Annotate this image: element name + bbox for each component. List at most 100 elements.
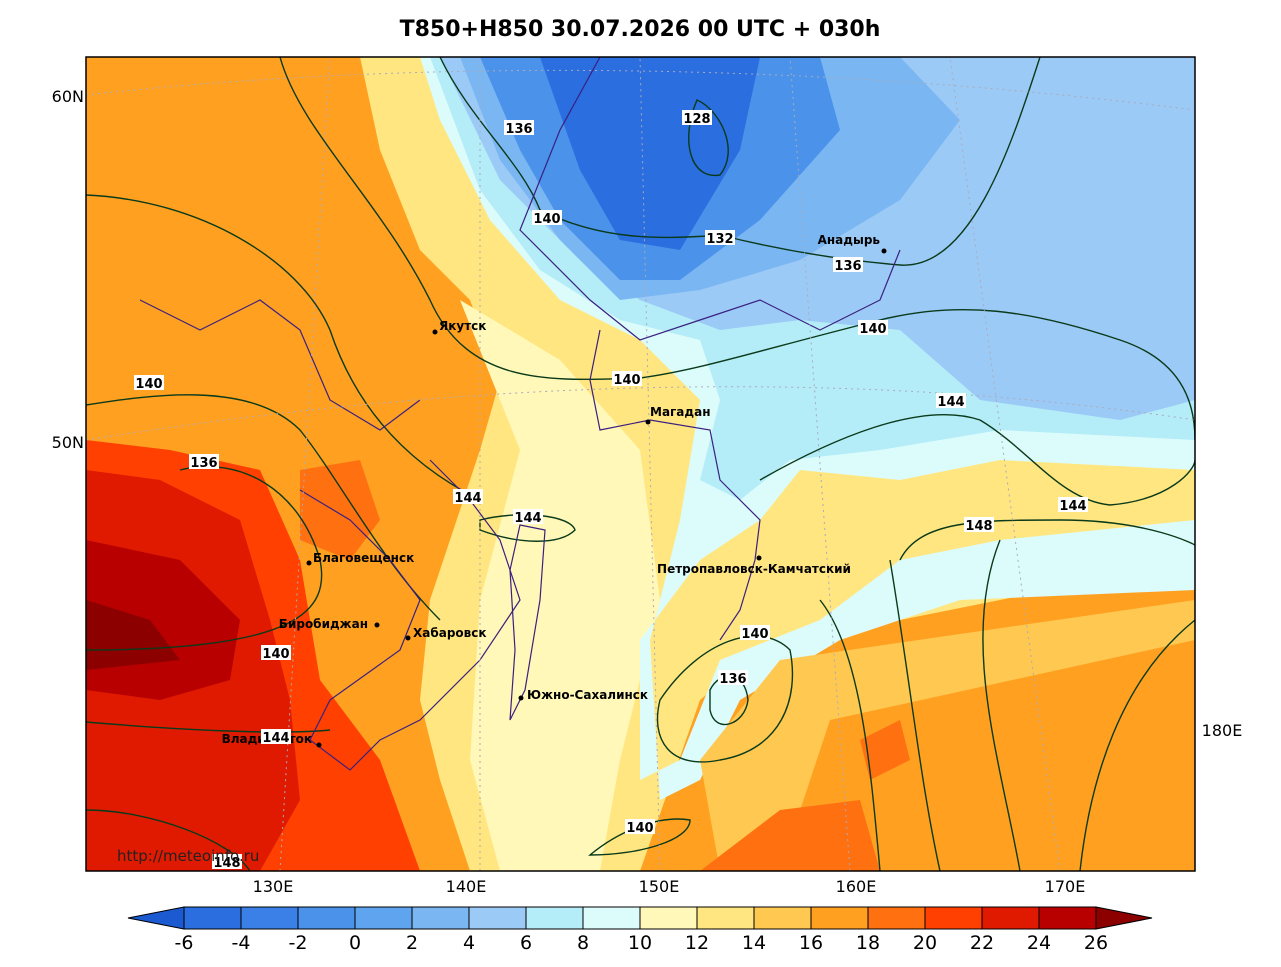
city-dot xyxy=(432,329,438,335)
colorbar-swatch xyxy=(468,906,527,930)
city-label: Биробиджан xyxy=(279,617,368,631)
city-dot xyxy=(306,560,312,566)
contour-label-bg xyxy=(1058,497,1088,512)
colorbar-swatch xyxy=(240,906,299,930)
contour-label-bg xyxy=(858,320,888,335)
city-label: Магадан xyxy=(650,405,711,419)
city-label: Якутск xyxy=(439,319,486,333)
lat-label: 60N xyxy=(52,87,84,106)
colorbar-tick-label: 12 xyxy=(685,932,709,954)
contour-label: 148 xyxy=(965,519,992,534)
contour-label-bg xyxy=(189,454,219,469)
colorbar-swatch xyxy=(867,906,926,930)
map-frame xyxy=(85,56,1196,872)
contour-label-bg xyxy=(833,257,863,272)
colorbar-tick-label: -4 xyxy=(232,932,251,954)
colorbar-swatch xyxy=(127,906,185,930)
colorbar-tick-label: 16 xyxy=(799,932,823,954)
colorbar-tick-label: 18 xyxy=(856,932,880,954)
contour-label: 132 xyxy=(706,232,733,247)
colorbar-swatch xyxy=(525,906,584,930)
colorbar-swatch xyxy=(810,906,869,930)
contour-label: 140 xyxy=(533,212,560,227)
colorbar-swatch xyxy=(1095,906,1153,930)
colorbar-swatch xyxy=(183,906,242,930)
colorbar-swatch xyxy=(753,906,812,930)
city-dot xyxy=(374,622,380,628)
colorbar-swatch xyxy=(411,906,470,930)
lon-label: 160E xyxy=(836,877,877,896)
lon-label: 130E xyxy=(253,877,294,896)
lon-label: 140E xyxy=(446,877,487,896)
city-dot xyxy=(405,635,411,641)
colorbar-tick-label: 0 xyxy=(349,932,361,954)
contour-label: 144 xyxy=(937,395,964,410)
contour-label: 140 xyxy=(626,821,653,836)
city-label: Хабаровск xyxy=(413,626,487,640)
contour-label: 144 xyxy=(454,491,481,506)
contour-label: 140 xyxy=(135,377,162,392)
contour-label-bg xyxy=(134,375,164,390)
lat-label: 50N xyxy=(52,433,84,452)
colorbar-tick-label: -6 xyxy=(175,932,194,954)
colorbar-tick-label: 4 xyxy=(463,932,475,954)
contour-label-bg xyxy=(625,819,655,834)
contour-label-bg xyxy=(532,210,562,225)
contour-label-bg xyxy=(513,509,543,524)
contour-label: 140 xyxy=(859,322,886,337)
contour-label-bg xyxy=(261,729,291,744)
contour-label-bg xyxy=(682,110,712,125)
contour-label: 144 xyxy=(1059,499,1086,514)
city-label: Южно-Сахалинск xyxy=(527,688,648,702)
city-dot xyxy=(756,555,762,561)
colorbar-swatch xyxy=(696,906,755,930)
city-label: Петропавловск-Камчатский xyxy=(657,562,851,576)
contour-label: 136 xyxy=(719,672,746,687)
city-label: Благовещенск xyxy=(313,551,414,565)
contour-label: 136 xyxy=(505,122,532,137)
contour-label: 148 xyxy=(213,856,240,871)
contour-label-bg xyxy=(212,854,242,869)
contour-label: 136 xyxy=(834,259,861,274)
colorbar-tick-label: 22 xyxy=(970,932,994,954)
contour-label-bg xyxy=(718,670,748,685)
city-label: Анадырь xyxy=(818,233,881,247)
colorbar-tick-label: 2 xyxy=(406,932,418,954)
city-dot xyxy=(881,248,887,254)
contour-label: 144 xyxy=(262,731,289,746)
contour-label: 128 xyxy=(683,112,710,127)
lon-label: 180E xyxy=(1202,721,1243,740)
city-dot xyxy=(645,419,651,425)
contour-label-bg xyxy=(612,371,642,386)
colorbar-tick-label: 6 xyxy=(520,932,532,954)
colorbar-swatch xyxy=(981,906,1040,930)
colorbar-swatch xyxy=(1038,906,1097,930)
lon-label: 170E xyxy=(1045,877,1086,896)
map-fill xyxy=(86,57,1195,871)
contour-label: 136 xyxy=(190,456,217,471)
colorbar-swatch xyxy=(582,906,641,930)
contour-label-bg xyxy=(705,230,735,245)
contour-label: 144 xyxy=(514,511,541,526)
contour-label-bg xyxy=(504,120,534,135)
colorbar-swatch xyxy=(354,906,413,930)
colorbar-tick-label: 14 xyxy=(742,932,766,954)
contour-label-bg xyxy=(261,645,291,660)
colorbar-swatch xyxy=(639,906,698,930)
colorbar-tick-label: 26 xyxy=(1084,932,1108,954)
contour-label: 140 xyxy=(741,627,768,642)
city-dot xyxy=(316,742,322,748)
title: T850+H850 30.07.2026 00 UTC + 030h xyxy=(400,17,881,42)
colorbar-swatch xyxy=(297,906,356,930)
contour-label-bg xyxy=(964,517,994,532)
colorbar-swatch xyxy=(924,906,983,930)
contour-label: 140 xyxy=(262,647,289,662)
contour-label-bg xyxy=(453,489,483,504)
colorbar-tick-label: 20 xyxy=(913,932,937,954)
contour-label: 140 xyxy=(613,373,640,388)
contour-label-bg xyxy=(740,625,770,640)
lon-label: 150E xyxy=(639,877,680,896)
city-dot xyxy=(518,695,524,701)
colorbar-tick-label: 24 xyxy=(1027,932,1051,954)
